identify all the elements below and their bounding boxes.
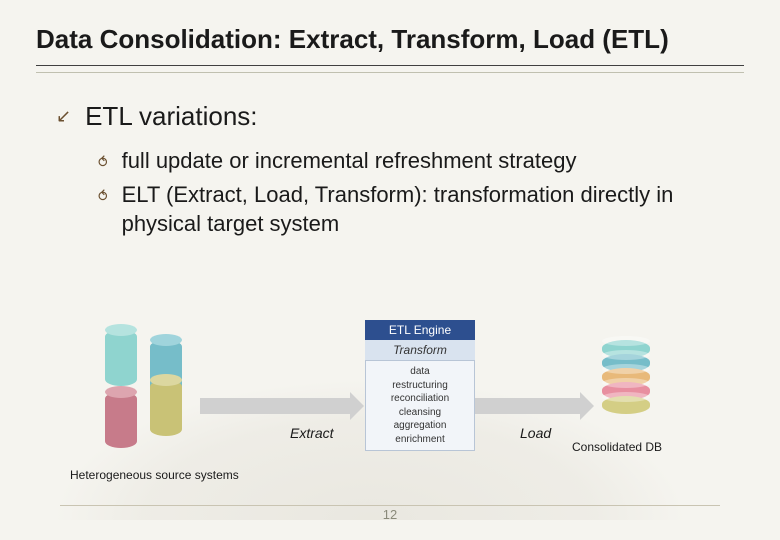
engine-step: cleansing: [368, 406, 472, 420]
list-item-text: full update or incremental refreshment s…: [122, 146, 577, 176]
engine-header: ETL Engine: [365, 320, 475, 340]
engine-step: aggregation: [368, 419, 472, 433]
engine-steps: data restructuring reconciliation cleans…: [365, 360, 475, 451]
list-item: ⥀ ELT (Extract, Load, Transform): transf…: [98, 180, 744, 239]
etl-diagram: Heterogeneous source systems Extract ETL…: [0, 310, 780, 510]
engine-transform-label: Transform: [365, 340, 475, 360]
arrow-bullet-icon: ↙: [56, 106, 71, 127]
target-db: [602, 340, 650, 410]
page-number: 12: [0, 507, 780, 522]
etl-engine-box: ETL Engine Transform data restructuring …: [365, 320, 475, 451]
engine-step: restructuring: [368, 379, 472, 393]
target-disc: [602, 396, 650, 414]
spiral-bullet-icon: ⥀: [98, 187, 108, 239]
list-item: ⥀ full update or incremental refreshment…: [98, 146, 744, 176]
footer-divider: [60, 505, 720, 506]
slide-content: Data Consolidation: Extract, Transform, …: [0, 0, 780, 239]
target-label: Consolidated DB: [572, 440, 662, 454]
extract-label: Extract: [290, 425, 334, 441]
source-cylinder: [150, 380, 182, 436]
heading-row: ↙ ETL variations:: [56, 101, 744, 132]
heading-text: ETL variations:: [85, 101, 257, 132]
engine-step: enrichment: [368, 433, 472, 447]
bullet-list: ⥀ full update or incremental refreshment…: [98, 146, 744, 239]
source-label: Heterogeneous source systems: [70, 468, 239, 482]
source-cylinder: [105, 330, 137, 386]
load-arrow: [475, 398, 580, 414]
slide-title: Data Consolidation: Extract, Transform, …: [36, 24, 744, 66]
title-divider: [36, 72, 744, 73]
load-label: Load: [520, 425, 551, 441]
extract-arrow: [200, 398, 350, 414]
list-item-text: ELT (Extract, Load, Transform): transfor…: [122, 180, 744, 239]
spiral-bullet-icon: ⥀: [98, 153, 108, 176]
source-cylinder: [105, 392, 137, 448]
engine-step: data: [368, 365, 472, 379]
engine-step: reconciliation: [368, 392, 472, 406]
